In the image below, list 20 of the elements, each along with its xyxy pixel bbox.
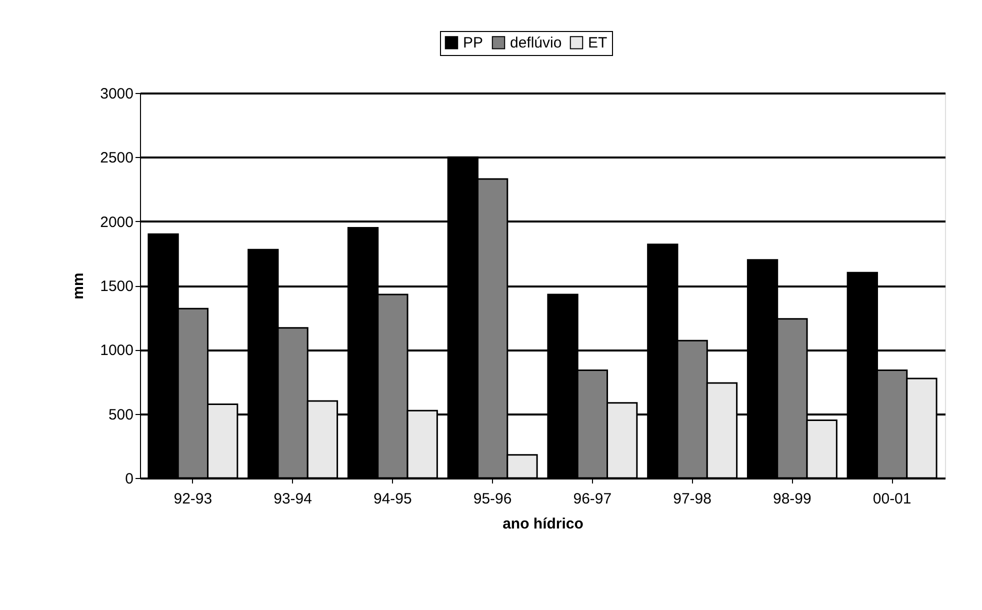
x-tick-label: 92-93 [174,490,212,508]
y-tick-label: 1000 [100,342,134,360]
x-tick-label: 95-96 [473,490,512,508]
y-tick-label: 1500 [100,278,134,295]
y-tick-label: 500 [108,406,134,424]
x-tick-label: 94-95 [374,490,412,508]
legend-label: deflúvio [510,34,562,52]
x-tick-label: 98-99 [773,490,812,508]
x-tick-label: 93-94 [274,490,312,508]
x-axis-title: ano hídrico [502,516,584,532]
y-tick-label: 0 [125,470,134,488]
y-tick-label: 2500 [100,150,134,167]
x-tick-label: 00-01 [872,490,912,508]
y-axis-title: mm [70,272,88,300]
y-tick-label: 3000 [100,86,134,102]
legend-label: ET [588,34,608,52]
x-tick-label: 97-98 [673,490,712,508]
y-tick-label: 2000 [100,214,134,231]
legend-label: PP [463,34,484,52]
x-tick-label: 96-97 [573,490,612,508]
